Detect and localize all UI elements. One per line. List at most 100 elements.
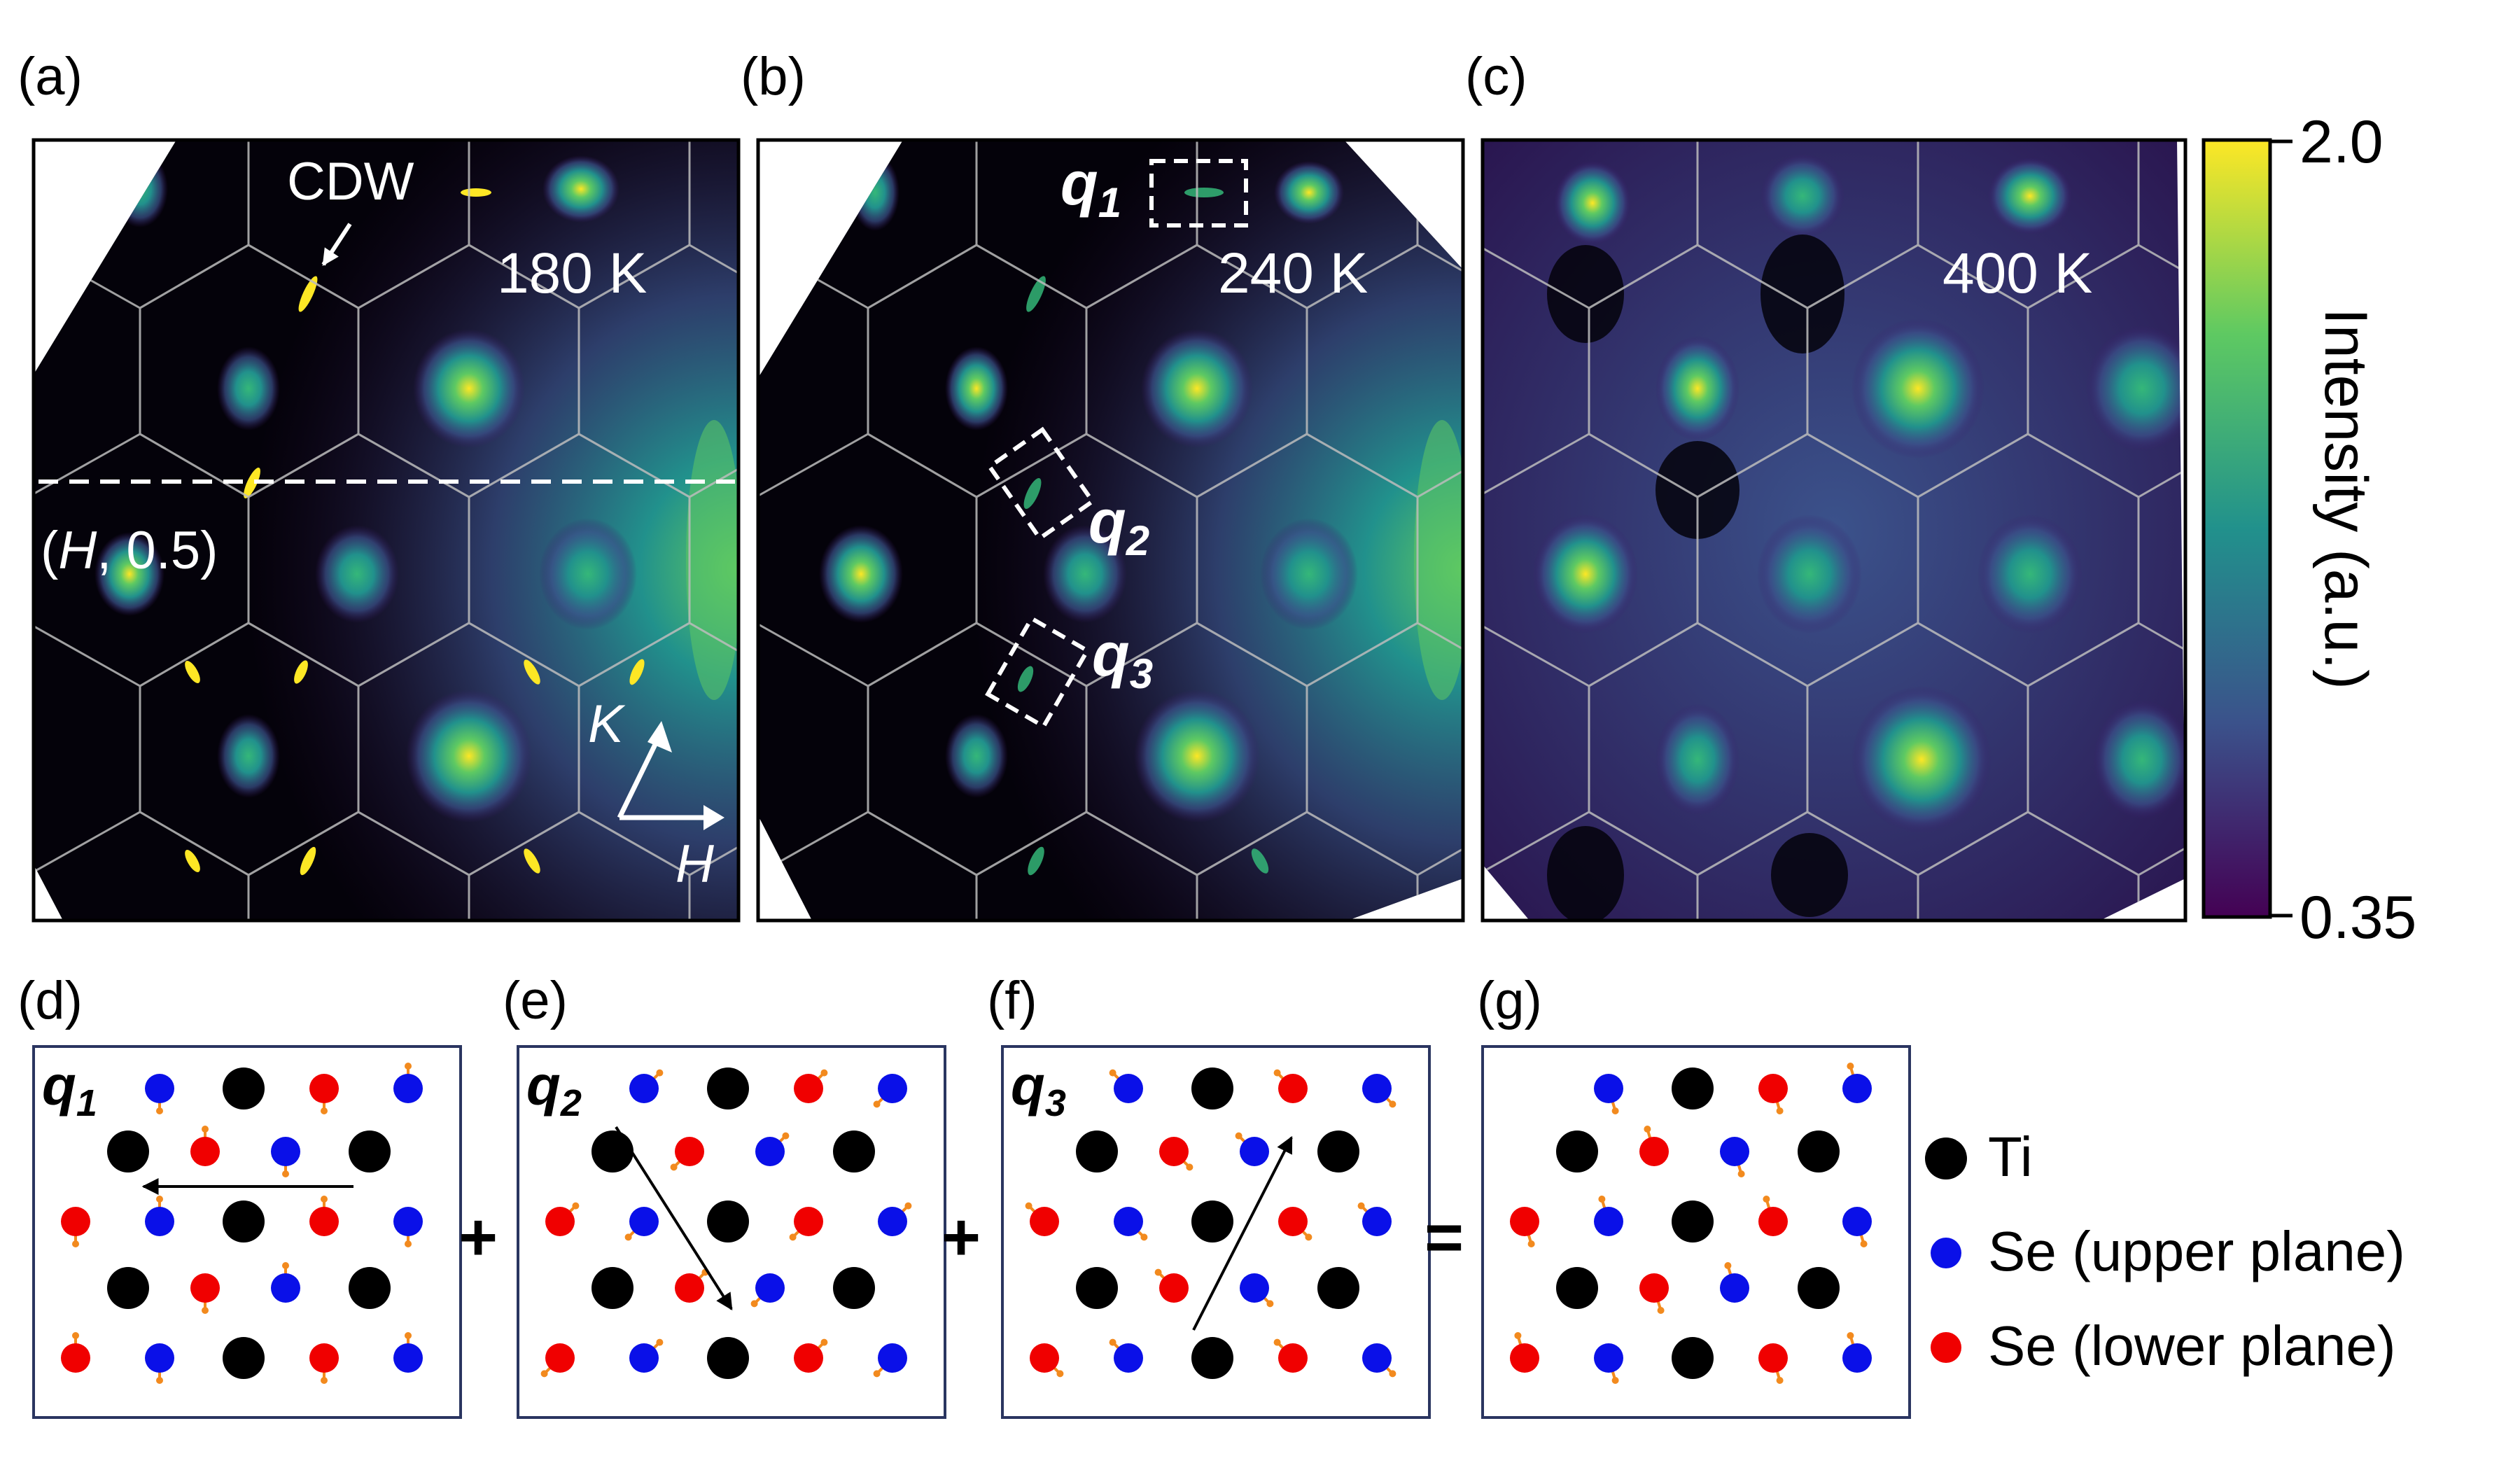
ti-atom [1317, 1267, 1359, 1309]
se-upper-atom [878, 1074, 907, 1103]
se-upper-atom [1362, 1074, 1392, 1103]
displacement-arrow-tip [1724, 1262, 1732, 1269]
displacement-arrow-tip [670, 1163, 678, 1171]
ti-atom [1798, 1267, 1840, 1309]
ti-atom [707, 1200, 749, 1242]
se-lower-atom [545, 1343, 575, 1373]
displacement-arrow-tip [750, 1300, 758, 1308]
plus-operator-2: + [941, 1200, 981, 1275]
se-upper-atom [1594, 1074, 1623, 1103]
plus-operator-1: + [458, 1200, 498, 1275]
se-lower-atom [1758, 1074, 1788, 1103]
displacement-arrow-tip [820, 1069, 828, 1077]
se-upper-atom [1114, 1343, 1143, 1373]
displacement-arrow-tip [782, 1132, 790, 1140]
se-lower-atom [1278, 1207, 1308, 1236]
panel-label-f: (f) [987, 971, 1037, 1030]
displacement-arrow-tip [873, 1100, 881, 1108]
displacement-arrow-tip [656, 1069, 664, 1077]
se-upper-atom [1240, 1137, 1269, 1166]
se-upper-atom [629, 1207, 659, 1236]
displacement-arrow-tip [405, 1240, 412, 1247]
panel-label-a: (a) [18, 47, 83, 106]
ti-atom [107, 1267, 149, 1309]
displacement-arrow-tip [72, 1240, 79, 1247]
legend-se-lower-marker [1931, 1332, 1961, 1363]
panel-label-e: (e) [503, 971, 568, 1030]
displacement-arrow-tip [1109, 1338, 1116, 1346]
q3-box-label: q3 [1011, 1054, 1066, 1124]
displacement-arrow-tip [282, 1262, 289, 1269]
displacement-arrow-tip [1611, 1377, 1619, 1384]
colorbar-title: Intensity (a.u.) [2312, 308, 2379, 690]
se-lower-atom [794, 1074, 823, 1103]
ti-atom [1556, 1130, 1598, 1172]
se-upper-atom [1594, 1343, 1623, 1373]
panel-label-g: (g) [1477, 971, 1542, 1030]
se-lower-atom [1758, 1207, 1788, 1236]
displacement-arrow-tip [1235, 1132, 1242, 1140]
se-upper-atom [629, 1343, 659, 1373]
se-lower-atom [675, 1137, 704, 1166]
displacement-arrow-tip [321, 1196, 328, 1203]
se-lower-atom [1030, 1207, 1059, 1236]
q1-label: q1 [1060, 148, 1121, 226]
se-lower-atom [1510, 1343, 1539, 1373]
displacement-arrow-tip [1154, 1268, 1162, 1276]
se-upper-atom [1594, 1207, 1623, 1236]
q2-box [986, 426, 1096, 542]
ti-atom [223, 1200, 265, 1242]
panel-label-d: (d) [18, 971, 83, 1030]
se-upper-atom [1240, 1273, 1269, 1303]
ti-atom [349, 1267, 391, 1309]
ti-atom [1191, 1068, 1233, 1110]
equals-operator: = [1424, 1200, 1464, 1275]
ti-atom [707, 1068, 749, 1110]
q3-label: q3 [1092, 620, 1153, 697]
displacement-arrow-tip [1025, 1202, 1032, 1210]
ti-atom [223, 1337, 265, 1379]
se-upper-atom [1842, 1343, 1872, 1373]
displacement-arrow-tip [1273, 1338, 1281, 1346]
q2-label: q2 [1088, 486, 1149, 564]
displacement-arrow-tip [1527, 1240, 1535, 1247]
legend-ti-marker [1925, 1138, 1967, 1180]
se-upper-atom [1720, 1273, 1749, 1303]
legend-se-upper-marker [1931, 1238, 1961, 1268]
ti-atom [349, 1130, 391, 1172]
temp-c: 400 K [1942, 241, 2092, 305]
se-upper-atom [1362, 1207, 1392, 1236]
displacement-arrow-tip [156, 1196, 163, 1203]
displacement-arrow-tip [156, 1107, 163, 1114]
displacement-arrow-tip [321, 1107, 328, 1114]
legend-ti-label: Ti [1988, 1126, 2033, 1188]
ti-atom [1076, 1130, 1118, 1172]
se-lower-atom [675, 1273, 704, 1303]
q2-arrow [615, 1126, 733, 1311]
kh-axes: K H [588, 694, 724, 894]
axis-k-label: K [588, 694, 626, 754]
displacement-arrow-tip [904, 1202, 912, 1210]
se-upper-atom [1114, 1207, 1143, 1236]
cut-label: (H, 0.5) [41, 521, 218, 580]
q1-box [1149, 159, 1248, 227]
ti-atom [1798, 1130, 1840, 1172]
se-lower-atom [1639, 1137, 1669, 1166]
displacement-arrow-tip [202, 1126, 209, 1133]
panel-b-map: q1 q2 q3 240 K [756, 138, 1465, 923]
se-lower-atom [309, 1074, 339, 1103]
q2-box-label: q2 [526, 1054, 582, 1124]
se-upper-atom [145, 1343, 174, 1373]
panel-c-map: 400 K [1480, 138, 2188, 923]
se-upper-atom [755, 1137, 785, 1166]
displacement-arrow-tip [1266, 1300, 1274, 1308]
displacement-arrow-tip [1763, 1196, 1770, 1203]
ti-atom [1556, 1267, 1598, 1309]
ti-atom [1672, 1200, 1714, 1242]
ti-atom [592, 1267, 634, 1309]
displacement-arrow-tip [282, 1170, 289, 1177]
se-lower-atom [1278, 1343, 1308, 1373]
displacement-arrow-tip [1847, 1332, 1854, 1339]
displacement-arrow-tip [1186, 1163, 1194, 1171]
legend-se-upper-label: Se (upper plane) [1988, 1220, 2405, 1282]
